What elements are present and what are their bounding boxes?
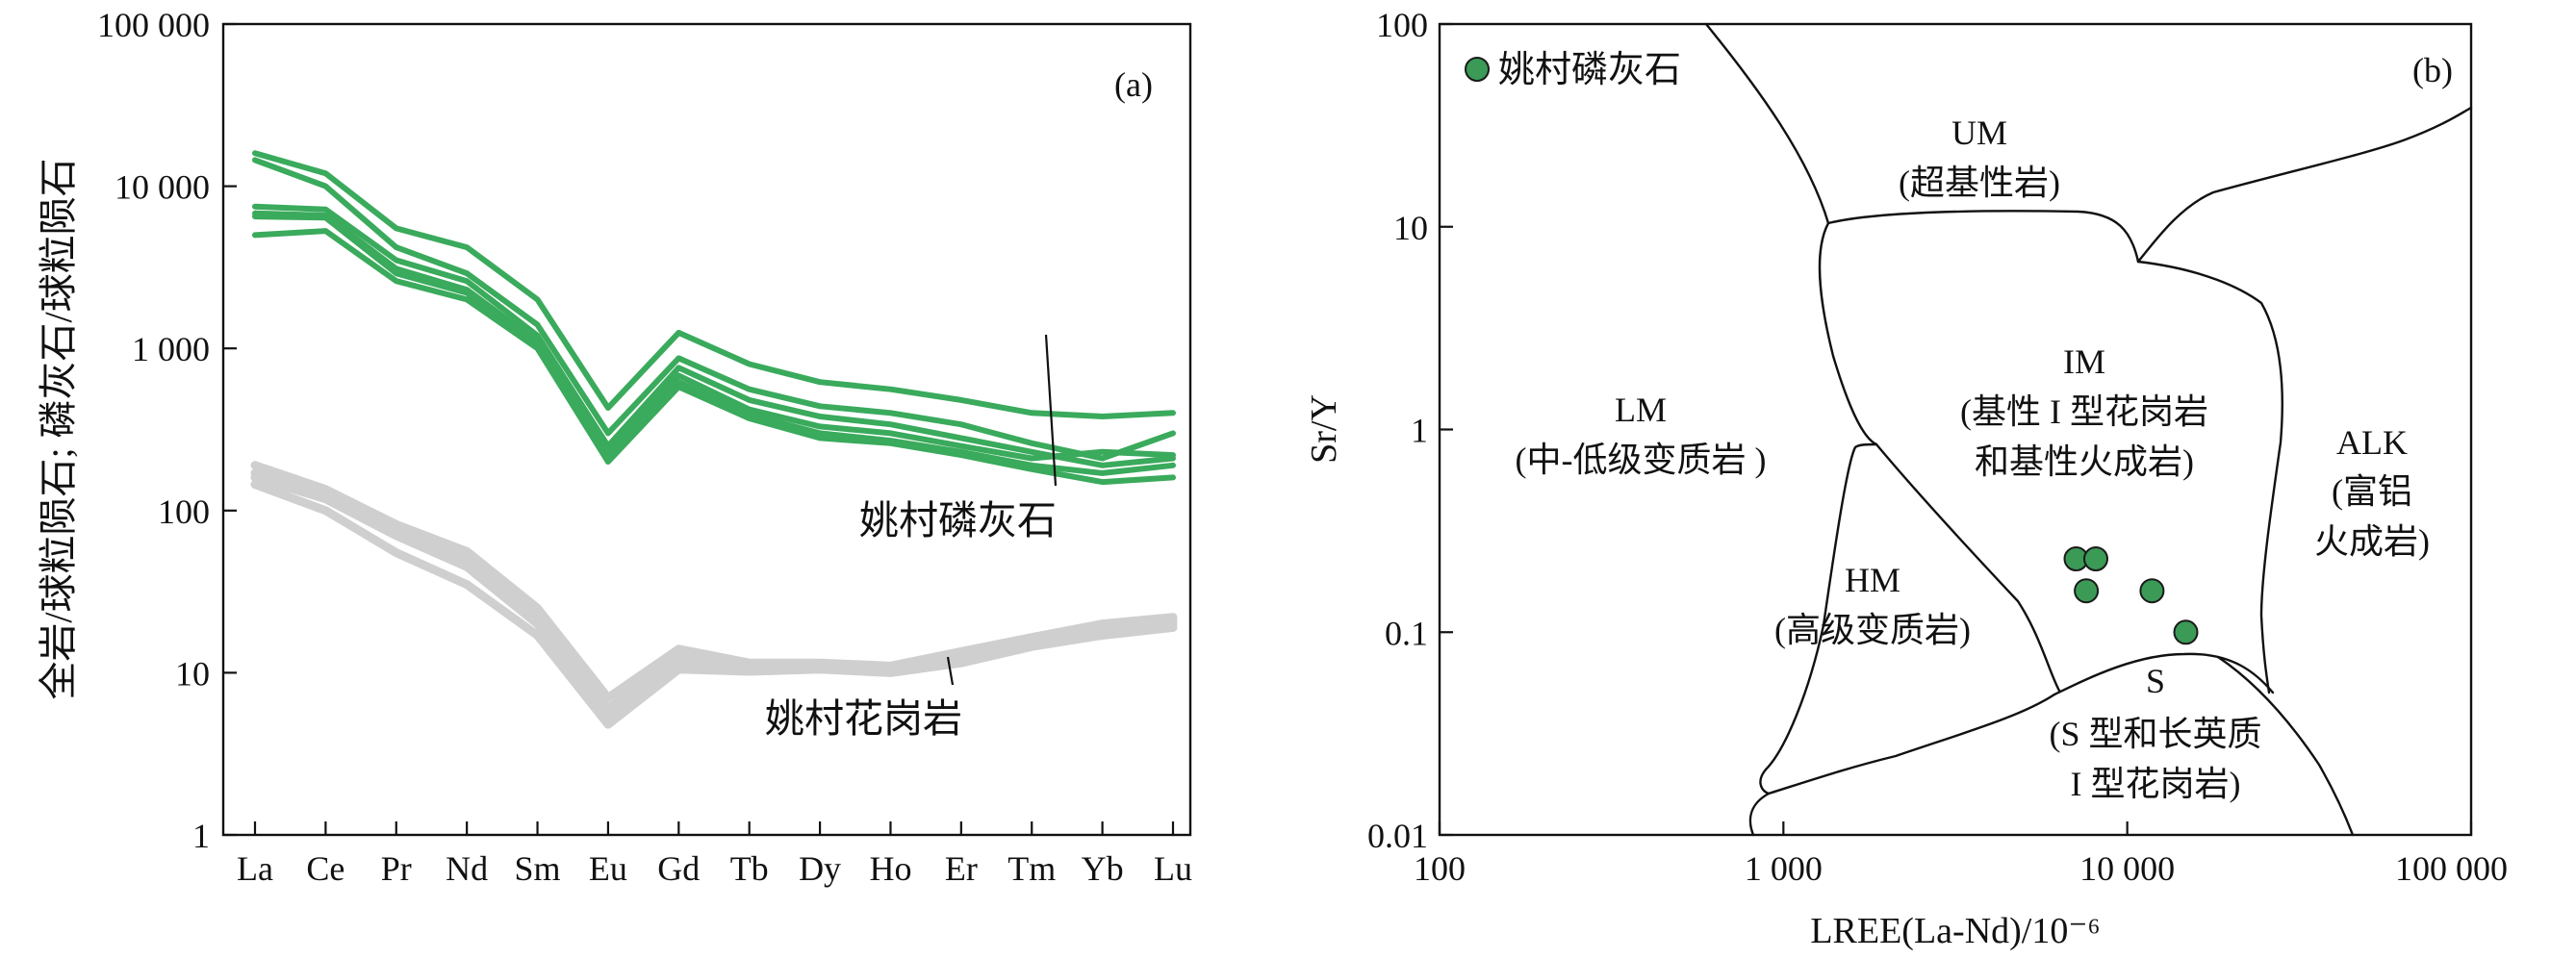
y-tick-label: 100 000	[97, 6, 210, 44]
field-boundaries	[1704, 22, 2473, 837]
apatite-series-line	[252, 228, 1176, 486]
apatite-data-point	[2083, 546, 2108, 571]
x-tick-label: 1 000	[1745, 849, 1823, 888]
field-alk-name-line1: (富铝	[2332, 472, 2412, 511]
apatite-series-line	[252, 150, 1176, 419]
y-tick-label: 10	[175, 654, 210, 693]
granite-group-label: 姚村花岗岩	[765, 696, 962, 741]
field-um-name: (超基性岩)	[1899, 164, 2060, 202]
y-tick-label: 10	[1393, 209, 1428, 247]
apatite-data-point	[2074, 578, 2100, 604]
boundary-im-alk	[2136, 260, 2284, 694]
y-tick-label: 1	[1411, 412, 1428, 450]
field-um-abbr: UM	[1951, 114, 2007, 152]
panel-a-ree-pattern-chart: 1 10 100 1 000 10 000 100 000 La Ce Pr Nd Sm Eu Gd T…	[37, 6, 1192, 888]
panel-b-legend: 姚村磷灰石	[1465, 50, 1681, 90]
boundary-im-left-upper	[1818, 221, 1878, 446]
panel-a-frame	[221, 22, 1192, 837]
field-im-abbr: IM	[2063, 342, 2105, 381]
field-im-name-line2: 和基性火成岩)	[1975, 442, 2194, 481]
field-im-name-line1: (基性 I 型花岗岩	[1960, 392, 2208, 431]
granite-series-line	[250, 480, 1178, 729]
panel-b-label: (b)	[2412, 51, 2453, 89]
legend-marker	[1465, 57, 1490, 82]
boundary-bottom-left	[1748, 792, 1771, 837]
apatite-data-point	[2139, 578, 2165, 604]
granite-series-line	[250, 461, 1178, 702]
boundary-im-hm	[1875, 442, 2061, 693]
field-alk-name-line2: 火成岩)	[2314, 522, 2430, 561]
x-tick-label: La	[237, 849, 273, 888]
panel-b-data-points	[2063, 546, 2199, 645]
field-s-abbr: S	[2146, 662, 2165, 700]
panel-a-series-lines	[250, 150, 1178, 729]
apatite-series-line	[252, 203, 1176, 468]
x-tick-label: Dy	[799, 849, 841, 888]
x-tick-label: 100 000	[2395, 849, 2508, 888]
panel-a-label: (a)	[1114, 65, 1153, 104]
y-tick-label: 1	[192, 817, 210, 855]
boundary-s-right	[2216, 655, 2355, 837]
apatite-series-line	[252, 210, 1176, 462]
y-tick-label: 0.1	[1385, 614, 1428, 652]
panel-a-y-ticks: 1 10 100 1 000 10 000 100 000	[97, 6, 237, 855]
x-tick-label: 100	[1414, 849, 1466, 888]
x-tick-label: Yb	[1082, 849, 1124, 888]
y-tick-label: 1 000	[132, 330, 210, 368]
x-tick-label: Eu	[589, 849, 627, 888]
panel-b-y-ticks: 0.01 0.1 1 10 100	[1367, 6, 1453, 855]
apatite-leader-line	[1044, 334, 1058, 487]
field-lm-abbr: LM	[1615, 391, 1667, 429]
field-s-name-line1: (S 型和长英质	[2049, 715, 2261, 753]
x-tick-label: Gd	[657, 849, 700, 888]
panel-b-x-ticks: 100 1 000 10 000 100 000	[1414, 821, 2508, 888]
boundary-um-right	[2136, 106, 2473, 264]
x-tick-label: Sm	[515, 849, 561, 888]
panel-a-x-ticks: La Ce Pr Nd Sm Eu Gd Tb Dy Ho Er Tm Yb Lu	[237, 821, 1192, 888]
boundary-hm-s	[1767, 652, 2275, 795]
panel-b-x-axis-label: LREE(La-Nd)/10⁻⁶	[1810, 911, 2100, 951]
field-hm-name: (高级变质岩)	[1774, 611, 1971, 649]
y-tick-label: 0.01	[1367, 817, 1428, 855]
x-tick-label: Nd	[446, 849, 488, 888]
x-tick-label: Er	[945, 849, 978, 888]
legend-label: 姚村磷灰石	[1498, 50, 1681, 90]
apatite-series-line	[252, 214, 1176, 476]
boundary-lm-hm	[1759, 442, 1878, 795]
x-tick-label: Ce	[306, 849, 344, 888]
apatite-data-point	[2173, 619, 2199, 645]
y-tick-label: 100	[1376, 6, 1428, 44]
y-tick-label: 100	[158, 492, 210, 531]
field-lm-name: (中-低级变质岩 )	[1516, 441, 1767, 479]
x-tick-label: Lu	[1154, 849, 1192, 888]
boundary-um-left	[1704, 22, 1830, 225]
x-tick-label: 10 000	[2079, 849, 2175, 888]
panel-b-y-axis-label: Sr/Y	[1304, 394, 1344, 464]
panel-b-discrimination-diagram: 0.01 0.1 1 10 100 100 1 000 10 000 100 000 UM (…	[1304, 6, 2508, 951]
field-s-name-line2: I 型花岗岩)	[2071, 765, 2241, 803]
panel-a-y-axis-label: 全岩/球粒陨石; 磷灰石/球粒陨石	[37, 158, 80, 699]
field-labels: UM (超基性岩) LM (中-低级变质岩 ) IM (基性 I 型花岗岩 和基…	[1516, 114, 2430, 803]
x-tick-label: Tm	[1007, 849, 1056, 888]
field-hm-abbr: HM	[1845, 561, 1900, 599]
y-tick-label: 10 000	[115, 168, 210, 207]
apatite-group-label: 姚村磷灰石	[859, 498, 1057, 543]
x-tick-label: Pr	[381, 849, 412, 888]
x-tick-label: Ho	[869, 849, 911, 888]
field-alk-abbr: ALK	[2336, 423, 2408, 462]
x-tick-label: Tb	[730, 849, 769, 888]
boundary-um-bottom	[1826, 210, 2140, 264]
granite-leader-line	[946, 656, 955, 686]
apatite-series-line	[252, 157, 1176, 462]
